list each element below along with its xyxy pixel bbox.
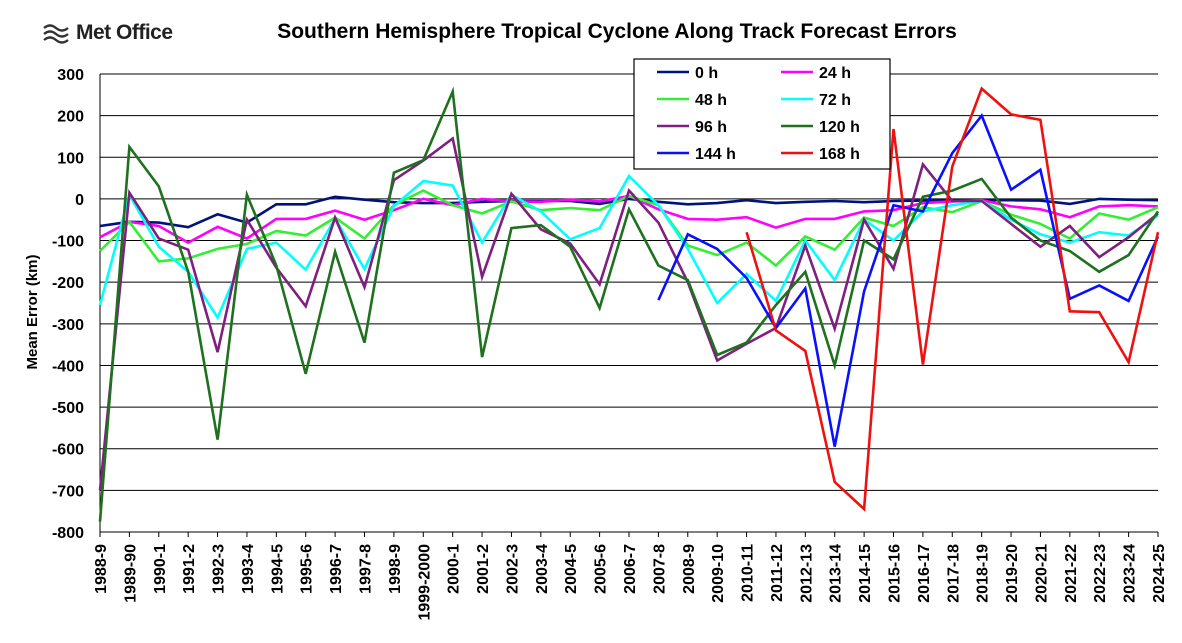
x-tick-label: 1994-5 <box>269 544 286 594</box>
x-tick-label: 2000-1 <box>446 544 463 594</box>
x-axis-ticks: 1988-9 1989-90 1990-1 1991-2 1992-3 1993-4 199… <box>93 532 1168 621</box>
x-tick-label: 2020-21 <box>1033 544 1050 603</box>
x-tick-label: 2014-15 <box>857 544 874 603</box>
legend-label: 144 h <box>695 146 736 163</box>
x-tick-label: 1999-2000 <box>416 544 433 621</box>
x-tick-label: 1995-6 <box>299 544 316 594</box>
x-tick-label: 2018-19 <box>975 544 992 603</box>
x-tick-label: 2010-11 <box>740 544 757 602</box>
y-axis-label: Mean Error (km) <box>24 254 41 369</box>
x-tick-label: 2008-9 <box>681 544 698 594</box>
x-tick-label: 1990-1 <box>152 544 169 594</box>
x-tick-label: 2021-22 <box>1063 544 1080 603</box>
x-tick-label: 2015-16 <box>887 544 904 603</box>
logo-wave-icon <box>43 24 69 44</box>
legend-label: 72 h <box>819 92 851 109</box>
met-office-logo: Met Office <box>42 18 173 48</box>
x-tick-label: 2003-4 <box>534 544 551 594</box>
y-tick-label: -400 <box>52 358 84 375</box>
series-line-168h <box>745 86 1160 512</box>
series-lines <box>98 86 1160 522</box>
x-tick-label: 2007-8 <box>651 544 668 594</box>
series-line-120h <box>98 86 1160 522</box>
x-tick-label: 2023-24 <box>1122 544 1139 603</box>
y-tick-label: -600 <box>52 442 84 459</box>
y-tick-label: 100 <box>57 150 84 167</box>
x-tick-label: 2006-7 <box>622 544 639 594</box>
x-tick-label: 2004-5 <box>563 544 580 594</box>
chart-title: Southern Hemisphere Tropical Cyclone Alo… <box>277 20 957 43</box>
y-axis-ticks: 300 200 100 0 -100 -200 -300 -400 -500 -600 -700 -8… <box>52 67 84 542</box>
y-tick-label: -500 <box>52 400 84 417</box>
y-tick-label: 300 <box>57 67 84 84</box>
legend-label: 48 h <box>695 92 727 109</box>
y-tick-label: -100 <box>52 234 84 251</box>
x-tick-label: 1991-2 <box>181 544 198 594</box>
x-tick-label: 2019-20 <box>1004 544 1021 603</box>
legend-label: 168 h <box>819 146 860 163</box>
x-tick-label: 2005-6 <box>593 544 610 594</box>
x-tick-label: 2001-2 <box>475 544 492 594</box>
logo-text: Met Office <box>76 21 173 44</box>
x-tick-label: 2013-14 <box>828 544 845 603</box>
x-tick-label: 2009-10 <box>710 544 727 603</box>
series-line-96h <box>98 136 1159 491</box>
x-tick-label: 2017-18 <box>945 544 962 603</box>
legend: 0 h 24 h 48 h 72 h 96 h 120 h 144 h 168 h <box>633 58 891 170</box>
x-tick-label: 2022-23 <box>1092 544 1109 603</box>
legend-label: 24 h <box>819 65 851 82</box>
y-tick-label: -800 <box>52 525 84 542</box>
x-tick-label: 2002-3 <box>504 544 521 594</box>
legend-label: 120 h <box>819 119 860 136</box>
legend-label: 96 h <box>695 119 727 136</box>
x-tick-label: 1992-3 <box>211 544 228 594</box>
x-tick-label: 1989-90 <box>122 544 139 603</box>
x-tick-label: 1993-4 <box>240 544 257 594</box>
x-tick-label: 2016-17 <box>916 544 933 603</box>
x-tick-label: 2012-13 <box>798 544 815 603</box>
gridlines <box>99 73 1158 533</box>
legend-box <box>633 58 891 170</box>
y-tick-label: 200 <box>57 109 84 126</box>
x-tick-label: 1988-9 <box>93 544 110 594</box>
y-tick-label: 0 <box>75 192 84 209</box>
y-tick-label: -200 <box>52 275 84 292</box>
x-tick-label: 2024-25 <box>1151 544 1168 603</box>
legend-label: 0 h <box>695 65 718 82</box>
y-tick-label: -700 <box>52 483 84 500</box>
x-tick-label: 1997-8 <box>358 544 375 594</box>
x-tick-label: 1996-7 <box>328 544 345 594</box>
y-tick-label: -300 <box>52 317 84 334</box>
series-line-144h <box>657 113 1160 447</box>
x-tick-label: 2011-12 <box>769 544 786 602</box>
x-tick-label: 1998-9 <box>387 544 404 594</box>
